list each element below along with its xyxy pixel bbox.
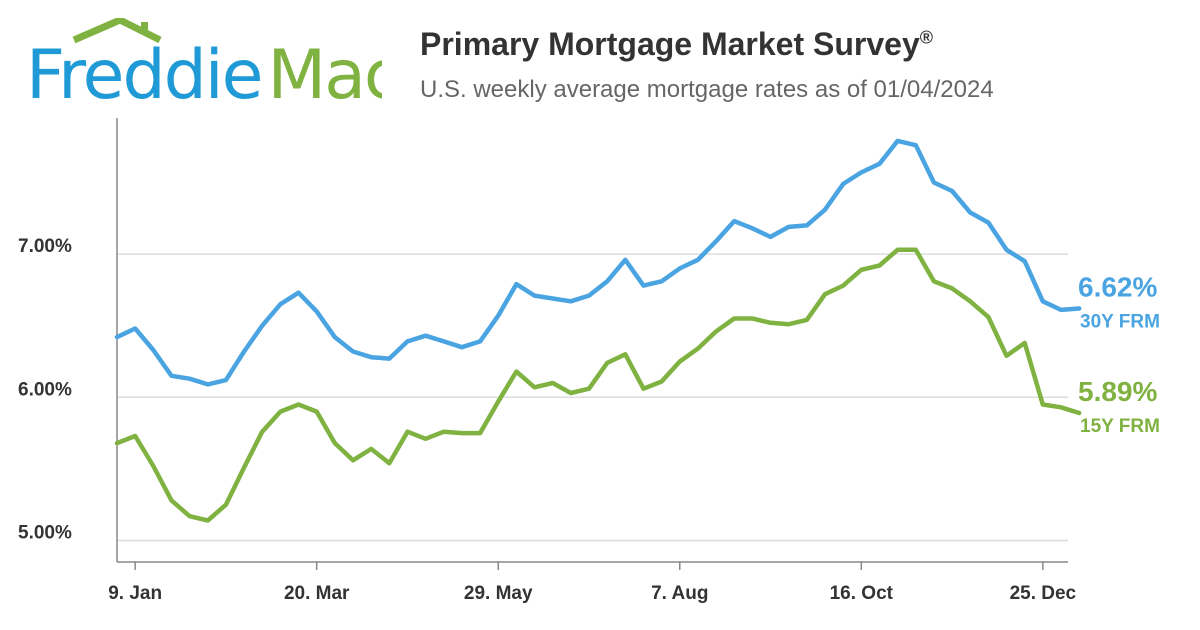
- series-end-value: 6.62%: [1078, 271, 1157, 302]
- registered-mark: ®: [919, 27, 934, 48]
- series-end-value: 5.89%: [1078, 376, 1157, 407]
- series-line-15y: [114, 247, 1082, 523]
- series-name-label: 30Y FRM: [1080, 311, 1160, 332]
- x-tick-label: 20. Mar: [284, 583, 350, 604]
- y-tick-label: 7.00%: [18, 236, 72, 257]
- y-tick-label: 5.00%: [18, 523, 72, 544]
- svg-text:FreddieMac: FreddieMac: [26, 36, 382, 108]
- x-tick-label: 7. Aug: [651, 583, 708, 604]
- series-lines: [114, 138, 1082, 523]
- grid-lines: [117, 253, 1068, 542]
- logo-mac: Mac: [268, 36, 382, 108]
- x-tick-label: 16. Oct: [830, 583, 894, 604]
- axes: [116, 118, 1068, 570]
- series-line-30y: [114, 138, 1082, 387]
- page-subtitle: U.S. weekly average mortgage rates as of…: [420, 76, 994, 103]
- series-name-label: 15Y FRM: [1080, 416, 1160, 437]
- x-tick-label: 25. Dec: [1010, 583, 1077, 604]
- page-title: Primary Mortgage Market Survey®: [420, 26, 933, 63]
- x-tick-label: 29. May: [464, 583, 533, 604]
- axis-labels: 5.00% 6.00% 7.00% 9. Jan 20. Mar 29. May 7. Au…: [18, 236, 1160, 604]
- y-tick-label: 6.00%: [18, 379, 72, 400]
- title-text: Primary Mortgage Market Survey: [420, 26, 920, 62]
- house-chimney-icon: [141, 22, 148, 34]
- x-tick-label: 9. Jan: [108, 583, 162, 604]
- freddie-mac-logo: FreddieMac: [26, 18, 382, 108]
- logo-freddie: Freddie: [26, 36, 262, 108]
